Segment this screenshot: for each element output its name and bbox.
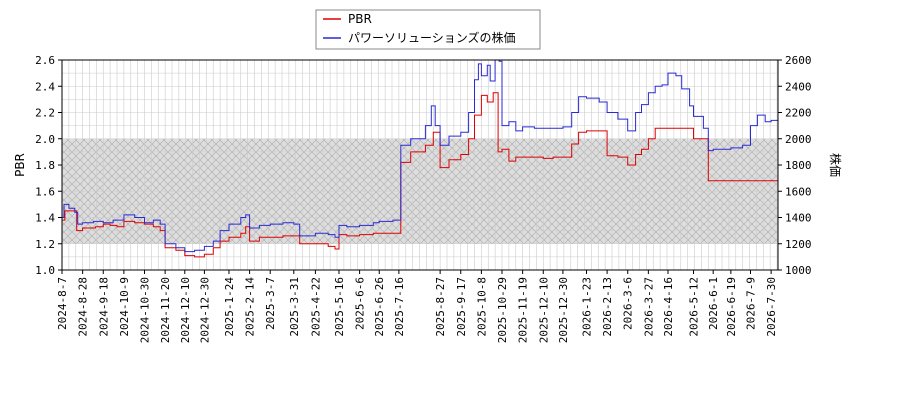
x-tick-label: 2026-2-13 xyxy=(601,277,614,337)
right-tick-label: 1600 xyxy=(785,185,812,198)
x-tick-label: 2024-9-18 xyxy=(97,277,110,337)
left-tick-label: 2.6 xyxy=(35,54,55,67)
x-tick-label: 2026-3-6 xyxy=(622,277,635,330)
left-tick-label: 1.2 xyxy=(35,238,55,251)
right-tick-label: 2200 xyxy=(785,107,812,120)
x-tick-label: 2024-11-20 xyxy=(159,277,172,343)
x-tick-label: 2026-3-27 xyxy=(642,277,655,337)
right-tick-label: 2400 xyxy=(785,80,812,93)
x-tick-label: 2025-10-29 xyxy=(496,277,509,343)
legend-box xyxy=(315,9,541,50)
x-tick-label: 2026-7-9 xyxy=(744,277,757,330)
x-tick-label: 2025-6-6 xyxy=(354,277,367,330)
x-tick-label: 2024-10-9 xyxy=(118,277,131,337)
right-tick-label: 1400 xyxy=(785,212,812,225)
legend: PBR パワーソリューションズの株価 xyxy=(315,9,541,50)
x-tick-label: 2025-1-24 xyxy=(223,277,236,337)
right-tick-label: 1200 xyxy=(785,238,812,251)
pbr-line xyxy=(62,92,778,258)
left-tick-label: 1.4 xyxy=(35,212,55,225)
x-tick-label: 2025-3-31 xyxy=(288,277,301,337)
x-tick-label: 2025-2-14 xyxy=(244,277,257,337)
x-tick-label: 2024-8-28 xyxy=(77,277,90,337)
series-layer xyxy=(62,60,778,258)
x-tick-label: 2024-12-10 xyxy=(179,277,192,343)
x-tick-label: 2026-5-12 xyxy=(688,277,701,337)
right-axis-title: 株価 xyxy=(828,153,843,177)
x-tick-label: 2025-5-16 xyxy=(333,277,346,337)
x-tick-label: 2025-11-19 xyxy=(517,277,530,343)
x-tick-label: 2025-3-7 xyxy=(264,277,277,330)
x-tick-label: 2024-10-30 xyxy=(139,277,152,343)
left-tick-label: 1.6 xyxy=(35,185,55,198)
price-line xyxy=(62,60,778,253)
right-tick-label: 2000 xyxy=(785,133,812,146)
x-tick-label: 2025-4-22 xyxy=(309,277,322,337)
x-tick-label: 2026-1-23 xyxy=(580,277,593,337)
right-tick-label: 1800 xyxy=(785,159,812,172)
left-axis-ticks: 1.0 1.2 1.4 1.6 1.8 2.0 2.2 2.4 2.6 xyxy=(35,54,62,277)
right-axis-ticks: 1000 1200 1400 1600 1800 2000 2200 2400 2600 xyxy=(778,54,812,277)
x-tick-label: 2024-12-30 xyxy=(198,277,211,343)
right-tick-label: 2600 xyxy=(785,54,812,67)
legend-label-price: パワーソリューションズの株価 xyxy=(348,30,516,45)
x-axis-ticks: 2024-8-7 2024-8-28 2024-9-18 2024-10-9 2024-… xyxy=(56,270,778,343)
x-tick-label: 2025-12-10 xyxy=(537,277,550,343)
x-tick-label: 2026-7-30 xyxy=(765,277,778,337)
x-tick-label: 2025-12-30 xyxy=(557,277,570,343)
right-tick-label: 1000 xyxy=(785,264,812,277)
x-tick-label: 2025-10-8 xyxy=(475,277,488,337)
legend-label-pbr: PBR xyxy=(348,12,372,26)
grid-lines xyxy=(61,59,778,271)
left-tick-label: 2.4 xyxy=(35,80,55,93)
x-tick-label: 2025-6-26 xyxy=(373,277,386,337)
left-tick-label: 1.0 xyxy=(35,264,55,277)
x-tick-label: 2026-6-1 xyxy=(707,277,720,330)
left-axis-title: PBR xyxy=(13,153,27,177)
x-tick-label: 2025-9-17 xyxy=(455,277,468,337)
left-tick-label: 2.2 xyxy=(35,107,55,120)
x-tick-label: 2024-8-7 xyxy=(56,277,69,330)
x-tick-label: 2025-7-16 xyxy=(393,277,406,337)
x-tick-label: 2026-6-19 xyxy=(725,277,738,337)
left-tick-label: 1.8 xyxy=(35,159,55,172)
x-tick-label: 2025-8-27 xyxy=(434,277,447,337)
left-tick-label: 2.0 xyxy=(35,133,55,146)
x-tick-label: 2026-4-16 xyxy=(662,277,675,337)
